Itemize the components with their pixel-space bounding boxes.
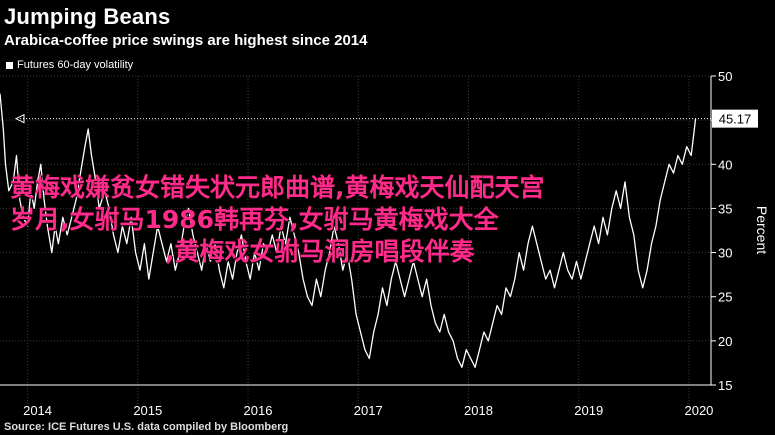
watermark-overlay-text: 黄梅戏嫌贫女错失状元郎曲谱,黄梅戏天仙配天宫 岁月,女驸马1986韩再芬,女驸马… (10, 172, 765, 268)
source-note: Source: ICE Futures U.S. data compiled b… (4, 421, 289, 433)
x-tick-label: 2015 (133, 403, 162, 418)
last-value-label: 45.17 (719, 112, 752, 127)
y-tick-label: 20 (718, 334, 732, 349)
axes (0, 75, 716, 386)
x-tick-label: 2018 (464, 403, 493, 418)
legend: Futures 60-day volatility (6, 59, 133, 71)
y-tick-label: 50 (718, 69, 732, 84)
x-tick-label: 2016 (244, 403, 273, 418)
chart-subtitle: Arabica-coffee price swings are highest … (4, 32, 368, 49)
chart-title: Jumping Beans (4, 4, 171, 29)
gridlines (0, 75, 711, 405)
last-value-box (712, 109, 758, 128)
overlay-line-1: 黄梅戏嫌贫女错失状元郎曲谱,黄梅戏天仙配天宫 (10, 173, 545, 202)
y-tick-label: 30 (718, 246, 732, 261)
y-axis-title: Percent (754, 206, 770, 254)
y-tick-label: 25 (718, 290, 732, 305)
reference-arrow (14, 113, 25, 124)
legend-label: Futures 60-day volatility (17, 59, 134, 71)
overlay-line-2: 岁月,女驸马1986韩再芬,女驸马黄梅戏大全 (10, 205, 499, 234)
y-tick-label: 15 (718, 378, 732, 393)
reference-line (14, 113, 711, 124)
series-group (0, 93, 697, 368)
x-tick-label: 2014 (23, 403, 52, 418)
x-tick-label: 2017 (354, 403, 383, 418)
tick-labels: 1520253035404550201420152016201720182019… (23, 69, 770, 418)
legend-swatch (6, 61, 13, 69)
x-tick-label: 2019 (574, 403, 603, 418)
y-tick-label: 35 (718, 201, 732, 216)
y-tick-label: 40 (718, 157, 732, 172)
x-tick-label: 2020 (684, 403, 713, 418)
overlay-line-3: ,黄梅戏女驸马洞房唱段伴奏 (165, 237, 475, 266)
